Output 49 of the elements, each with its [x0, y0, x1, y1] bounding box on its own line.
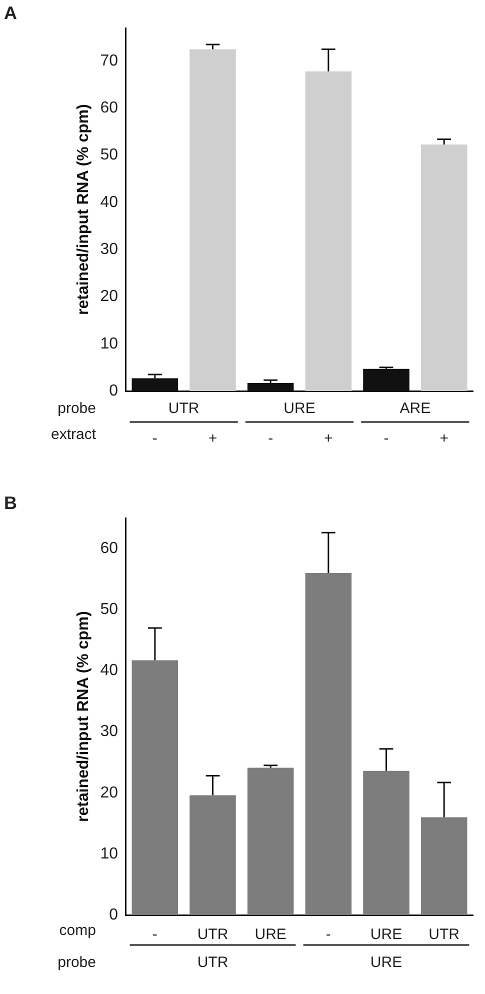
- text: probe: [58, 954, 96, 972]
- y-tick-label: 30: [100, 240, 118, 258]
- y-tick-label: 60: [100, 540, 118, 557]
- x-tick-label: UTR: [428, 926, 460, 944]
- x-tick-label: +: [208, 430, 218, 448]
- bar: [420, 817, 468, 915]
- y-axis-title: retained/input RNA (% cpm): [75, 611, 92, 822]
- x-tick-label: UTR: [197, 926, 228, 944]
- x-tick-label: +: [440, 430, 449, 448]
- y-tick-label: 70: [100, 52, 118, 70]
- text: URE: [370, 954, 402, 972]
- bar: [247, 768, 294, 915]
- x-axis-title: comp: [59, 922, 96, 940]
- text: probe: [58, 400, 96, 418]
- x-tick-label: -: [384, 430, 389, 448]
- y-tick-label: 40: [100, 194, 118, 211]
- text: ARE: [400, 400, 431, 418]
- y-tick-label: 40: [100, 662, 118, 680]
- x-tick-label: +: [324, 430, 334, 448]
- y-tick-label: 20: [100, 288, 118, 306]
- x-tick-label: -: [152, 926, 158, 944]
- y-tick-label: 0: [109, 906, 118, 924]
- x-tick-label: -: [152, 430, 158, 448]
- text: UTR: [168, 400, 200, 418]
- y-tick-label: 50: [100, 601, 118, 618]
- text: URE: [284, 400, 316, 418]
- bar: [190, 795, 236, 915]
- x-tick-label: -: [268, 430, 274, 448]
- text: UTR: [197, 954, 228, 972]
- chart-title: A: [4, 2, 17, 23]
- x-tick-label: URE: [370, 926, 402, 944]
- y-tick-label: 0: [109, 382, 118, 400]
- bar: [305, 572, 352, 915]
- bar: [132, 660, 178, 915]
- x-axis-title: extract: [50, 426, 97, 444]
- y-tick-label: 10: [100, 845, 118, 862]
- y-tick-label: 10: [100, 335, 118, 352]
- bar: [305, 71, 352, 391]
- y-tick-label: 20: [100, 784, 118, 802]
- x-tick-label: URE: [254, 926, 286, 944]
- bar: [363, 770, 410, 915]
- bar: [190, 49, 236, 391]
- chart-title: B: [4, 492, 17, 513]
- y-tick-label: 30: [100, 723, 118, 740]
- y-axis-title: retained/input RNA (% cpm): [75, 104, 92, 315]
- y-tick-label: 50: [100, 146, 118, 164]
- bar: [420, 144, 468, 391]
- y-tick-label: 60: [100, 100, 118, 117]
- x-tick-label: -: [326, 926, 331, 944]
